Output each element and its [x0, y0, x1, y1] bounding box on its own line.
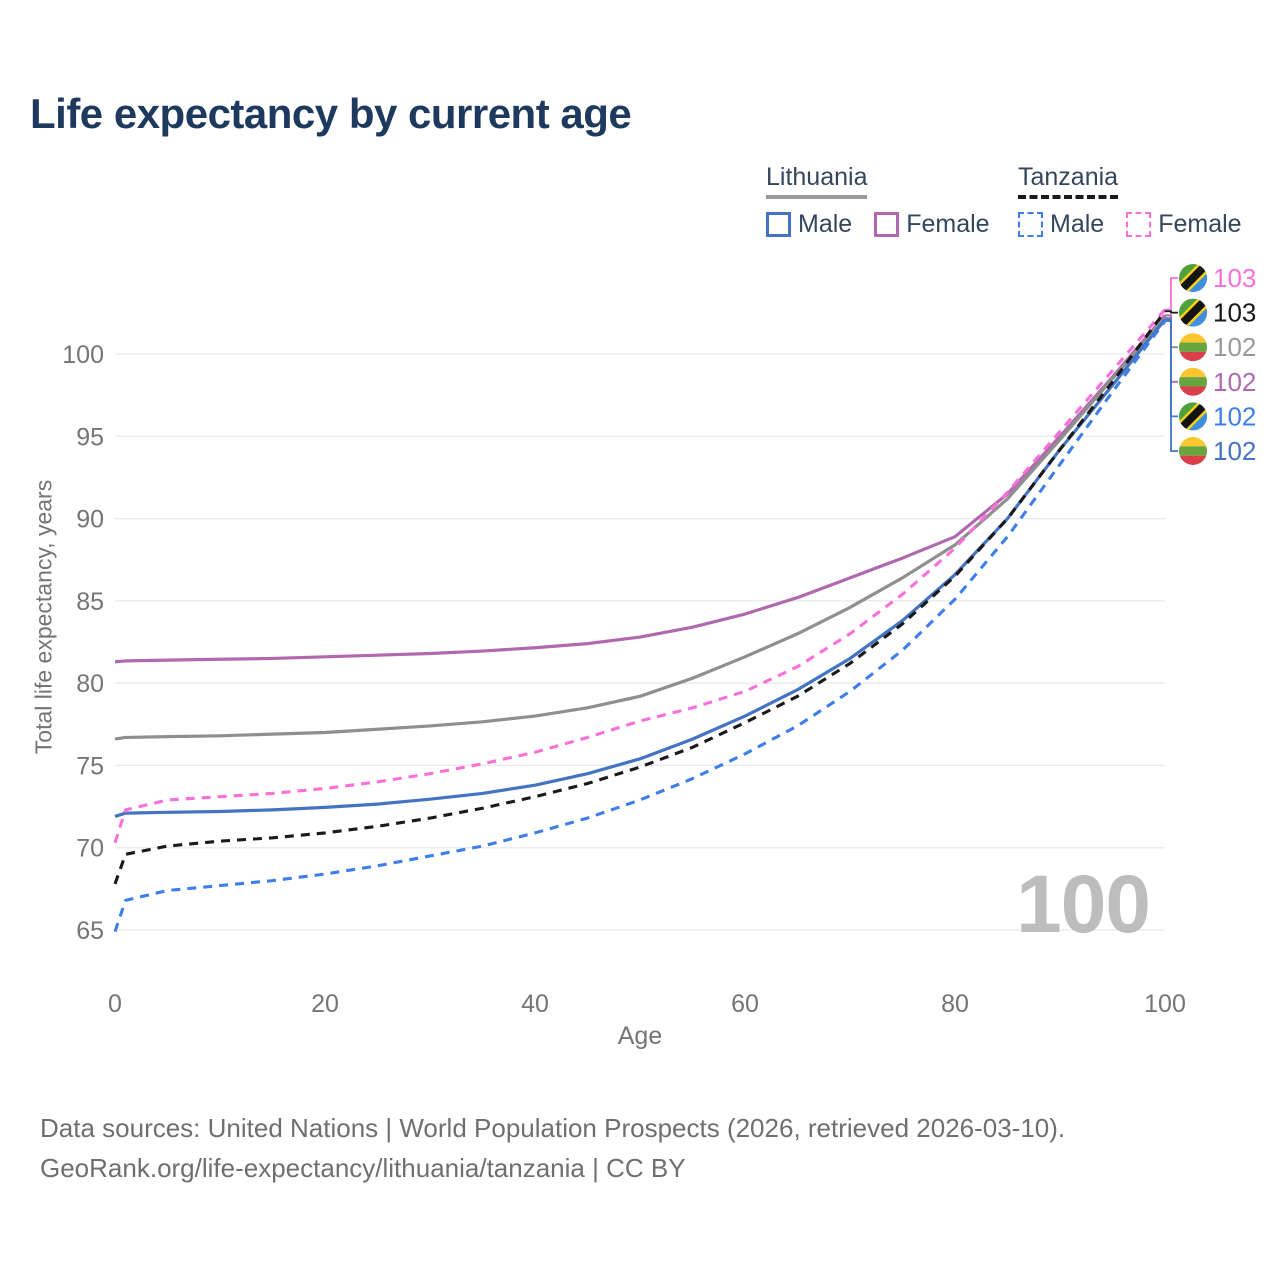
y-tick-label: 75: [76, 752, 104, 780]
legend-country-label: Tanzania: [1018, 163, 1119, 191]
x-tick-label: 60: [731, 990, 759, 1018]
legend-item-lithuania-female[interactable]: Female: [874, 210, 990, 239]
end-value-label: 102: [1213, 332, 1256, 362]
x-axis-title: Age: [617, 1022, 663, 1050]
flag-icon-lithuania: [1179, 437, 1207, 465]
flag-band-green: [1179, 342, 1207, 352]
tanzania-dashed-line-swatch: [1018, 195, 1119, 199]
legend-country-lithuania: Lithuania: [766, 163, 868, 202]
y-tick-label: 80: [76, 670, 104, 698]
page-title: Life expectancy by current age: [30, 90, 632, 137]
x-tick-label: 20: [311, 990, 339, 1018]
flag-stripe-black: [1179, 264, 1207, 292]
legend-item-label: Male: [1050, 210, 1105, 238]
series-line-lithuania-male[interactable]: [114, 318, 1167, 818]
flag-icon-tanzania: [1179, 298, 1207, 327]
legend-country-tanzania: Tanzania: [1018, 163, 1119, 202]
flag-band-yellow: [1179, 367, 1207, 378]
flag-band-red: [1179, 351, 1207, 362]
x-tick-label: 80: [941, 990, 969, 1018]
legend-item-label: Male: [798, 210, 853, 238]
legend-country-label: Lithuania: [766, 163, 868, 191]
legend-item-label: Female: [1158, 210, 1242, 238]
series-line-tanzania[interactable]: [113, 310, 1167, 885]
series-line-lithuania-female[interactable]: [114, 314, 1167, 664]
series-line-tanzania-female[interactable]: [113, 308, 1167, 844]
flag-band-yellow: [1179, 333, 1207, 343]
series-line-lithuania[interactable]: [114, 316, 1167, 741]
y-tick-label: 85: [76, 588, 104, 616]
end-value-label: 103: [1213, 263, 1256, 293]
flag-icon-lithuania: [1179, 333, 1207, 362]
flag-stripe-black: [1179, 298, 1207, 327]
flag-inner: [1179, 367, 1207, 396]
flag-inner: [1179, 298, 1207, 327]
y-tick-label: 100: [62, 341, 104, 369]
checkbox-lithuania-female-icon[interactable]: [874, 212, 900, 237]
flag-inner: [1179, 402, 1207, 431]
x-tick-label: 100: [1144, 990, 1186, 1018]
flag-band-green: [1179, 446, 1207, 456]
checkbox-tanzania-male-icon[interactable]: [1018, 212, 1043, 237]
end-label-connector: [1165, 277, 1178, 311]
series-line-tanzania-male[interactable]: [113, 320, 1167, 933]
x-tick-label: 0: [108, 990, 122, 1018]
y-tick-label: 90: [76, 506, 104, 534]
legend-item-lithuania-male[interactable]: Male: [766, 210, 852, 239]
footer-attribution: GeoRank.org/life-expectancy/lithuania/ta…: [40, 1153, 686, 1183]
flag-band-green: [1179, 377, 1207, 387]
flag-inner: [1179, 333, 1207, 362]
footer-data-sources: Data sources: United Nations | World Pop…: [40, 1113, 1066, 1143]
end-value-label: 103: [1213, 298, 1256, 328]
legend-row: Male Female: [1018, 210, 1242, 239]
end-label-connector: [1165, 318, 1178, 452]
age-counter-watermark: 100: [1016, 859, 1151, 950]
end-label-connector: [1165, 310, 1178, 314]
legend-item-tanzania-male[interactable]: Male: [1018, 210, 1104, 239]
x-tick-label: 40: [521, 990, 549, 1018]
legend-row: Male Female: [766, 210, 990, 239]
flag-band-red: [1179, 386, 1207, 396]
y-tick-label: 65: [76, 917, 104, 945]
legend: Lithuania Male Female Tanzania: [0, 163, 1280, 243]
lithuania-solid-line-swatch: [766, 195, 868, 199]
footer: Data sources: United Nations | World Pop…: [40, 1108, 1065, 1188]
y-tick-label: 95: [76, 423, 104, 451]
legend-group-tanzania: Tanzania Male Female: [1018, 163, 1242, 239]
checkbox-lithuania-male-icon[interactable]: [766, 212, 791, 237]
end-value-label: 102: [1213, 436, 1256, 466]
flag-inner: [1179, 264, 1207, 292]
end-value-label: 102: [1213, 367, 1256, 397]
end-value-label: 102: [1213, 401, 1256, 431]
flag-stripe-black: [1179, 402, 1207, 431]
legend-item-tanzania-female[interactable]: Female: [1126, 210, 1242, 239]
flag-icon-tanzania: [1179, 402, 1207, 431]
flag-icon-tanzania: [1179, 264, 1207, 292]
flag-icon-lithuania: [1179, 367, 1207, 396]
y-axis-title: Total life expectancy, years: [30, 479, 57, 755]
flag-inner: [1179, 437, 1207, 465]
y-tick-label: 70: [76, 835, 104, 863]
flag-band-red: [1179, 455, 1207, 465]
checkbox-tanzania-female-icon[interactable]: [1126, 212, 1152, 237]
legend-item-label: Female: [906, 210, 990, 238]
flag-band-yellow: [1179, 437, 1207, 447]
legend-group-lithuania: Lithuania Male Female: [766, 163, 990, 239]
